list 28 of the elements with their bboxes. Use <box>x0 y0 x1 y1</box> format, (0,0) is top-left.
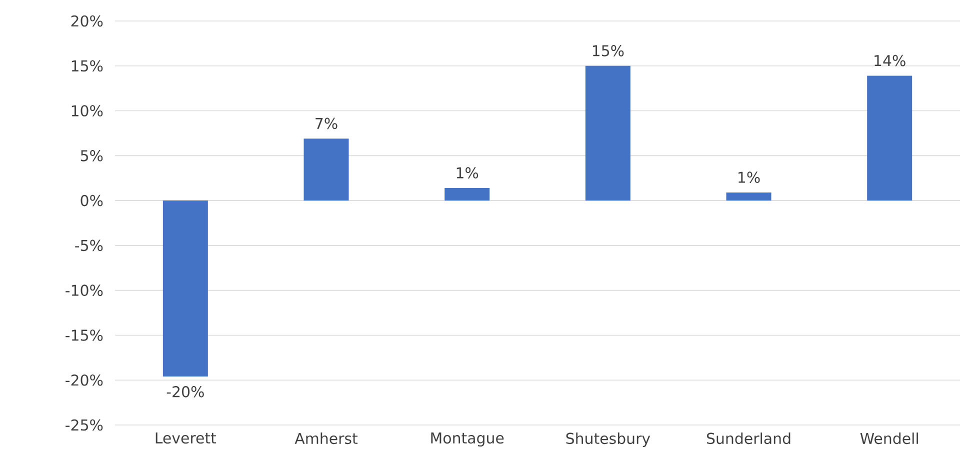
x-tick-label: Montague <box>431 432 504 447</box>
data-label: 1% <box>738 172 760 183</box>
y-tick-label: 10% <box>72 105 103 116</box>
x-tick-label: Shutesbury <box>566 432 650 447</box>
y-tick-label: -5% <box>75 240 103 252</box>
y-tick-label: 0% <box>80 194 103 206</box>
y-tick-label: 15% <box>72 60 103 72</box>
y-tick-label: -15% <box>66 330 103 341</box>
x-tick-label: Wendell <box>860 432 918 444</box>
bar <box>726 192 772 201</box>
data-label: 1% <box>456 167 478 178</box>
y-tick-label: -25% <box>66 419 103 431</box>
x-tick-label: Sunderland <box>706 432 790 444</box>
y-tick-label: -10% <box>66 284 103 296</box>
bar <box>585 66 630 201</box>
x-tick-label: Amherst <box>294 432 358 444</box>
data-label: 7% <box>316 118 338 130</box>
bar <box>162 200 208 377</box>
bar <box>304 138 349 201</box>
y-tick-label: 5% <box>80 150 103 162</box>
x-tick-label: Leverett <box>156 432 216 444</box>
data-label: 15% <box>592 45 624 56</box>
y-tick-label: -20% <box>66 374 103 386</box>
y-tick-label: 20% <box>71 15 103 27</box>
data-label: 14% <box>874 54 906 66</box>
bar <box>867 76 912 201</box>
bar <box>444 188 490 201</box>
data-label: -20% <box>166 386 204 398</box>
